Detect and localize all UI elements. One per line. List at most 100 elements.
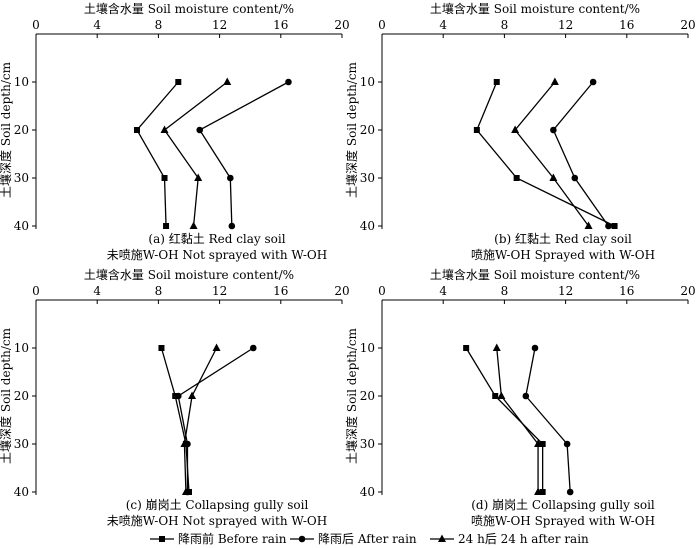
panel-caption: (b) 红黏土 Red clay soil xyxy=(494,231,632,246)
legend-label: 24 h后 24 h after rain xyxy=(458,532,589,546)
y-axis-label: 土壤深度 Soil depth/cm xyxy=(0,327,13,464)
y-tick-label: 10 xyxy=(360,341,375,355)
data-point-square xyxy=(492,393,499,399)
data-point-triangle xyxy=(492,343,501,351)
data-point-circle xyxy=(566,488,574,496)
series-line xyxy=(198,81,289,227)
data-point-square xyxy=(161,175,168,181)
y-tick-label: 40 xyxy=(14,485,29,499)
panel-caption: (a) 红黏土 Red clay soil xyxy=(148,231,285,246)
x-tick-label: 20 xyxy=(334,18,349,32)
x-axis-label: 土壤含水量 Soil moisture content/% xyxy=(430,267,640,282)
y-tick-label: 30 xyxy=(360,437,375,451)
y-tick-label: 20 xyxy=(14,123,29,137)
series-triangle xyxy=(160,77,232,229)
data-point-circle xyxy=(563,440,571,448)
y-tick-label: 30 xyxy=(14,171,29,185)
legend-marker-square xyxy=(159,536,165,542)
legend-marker-circle xyxy=(298,535,306,543)
data-point-triangle xyxy=(534,439,543,447)
legend-item-square: 降雨前 Before rain xyxy=(150,531,287,546)
data-point-triangle xyxy=(534,487,543,495)
data-point-triangle xyxy=(181,487,190,495)
x-tick-label: 0 xyxy=(378,18,386,32)
series-line xyxy=(496,347,539,492)
series-line xyxy=(177,347,254,492)
panel-caption: (c) 崩岗土 Collapsing gully soil xyxy=(126,498,309,512)
series-square xyxy=(133,79,182,229)
data-point-triangle xyxy=(160,125,169,133)
chart-panels: 0 4 8 12 16 20 土壤含水量 Soil moisture content/% 10… xyxy=(0,1,696,528)
y-tick-label: 10 xyxy=(14,75,29,89)
x-tick-label: 20 xyxy=(334,284,349,298)
legend-label: 降雨前 Before rain xyxy=(178,531,287,546)
y-tick-label: 20 xyxy=(360,389,375,403)
x-tick-label: 0 xyxy=(378,284,386,298)
data-point-square xyxy=(611,223,618,229)
chart-panel-b: 0 4 8 12 16 20 土壤含水量 Soil moisture content/% 10… xyxy=(344,1,696,262)
y-tick-label: 20 xyxy=(14,389,29,403)
data-point-square xyxy=(158,345,165,351)
data-point-triangle xyxy=(511,125,520,133)
data-point-square xyxy=(539,441,546,447)
legend: 降雨前 Before rain 降雨后 After rain 24 h后 24 h … xyxy=(150,531,589,546)
data-point-triangle xyxy=(212,343,221,351)
data-point-square xyxy=(163,223,170,229)
x-tick-label: 20 xyxy=(680,18,695,32)
y-tick-label: 20 xyxy=(360,123,375,137)
y-tick-label: 40 xyxy=(360,485,375,499)
series-line xyxy=(136,81,179,227)
y-axis-label: 土壤深度 Soil depth/cm xyxy=(0,61,13,198)
series-line xyxy=(183,347,218,493)
data-point-triangle xyxy=(189,221,198,229)
data-point-circle xyxy=(522,392,530,400)
data-point-triangle xyxy=(497,391,506,399)
x-tick-label: 16 xyxy=(273,284,288,298)
data-point-circle xyxy=(605,222,612,230)
legend-item-triangle: 24 h后 24 h after rain xyxy=(430,532,589,546)
data-point-circle xyxy=(571,174,579,182)
chart-panel-d: 0 4 8 12 16 20 土壤含水量 Soil moisture content/% 10… xyxy=(344,267,696,528)
x-tick-label: 8 xyxy=(501,284,509,298)
panel-subcaption: 喷施W-OH Sprayed with W-OH xyxy=(471,514,655,528)
panel-subcaption: 喷施W-OH Sprayed with W-OH xyxy=(471,248,655,262)
x-tick-label: 16 xyxy=(619,18,634,32)
x-tick-label: 20 xyxy=(680,284,695,298)
series-triangle xyxy=(492,343,543,495)
y-tick-label: 40 xyxy=(360,219,375,233)
data-point-square xyxy=(133,127,140,133)
data-point-square xyxy=(175,79,182,85)
series-circle xyxy=(196,78,292,230)
data-point-circle xyxy=(228,222,236,230)
data-point-circle xyxy=(589,78,597,86)
legend-item-circle: 降雨后 After rain xyxy=(290,532,417,546)
series-circle xyxy=(550,78,612,230)
x-tick-label: 0 xyxy=(32,18,40,32)
x-tick-label: 12 xyxy=(558,284,573,298)
panel-subcaption: 未喷施W-OH Not sprayed with W-OH xyxy=(107,248,327,262)
data-point-triangle xyxy=(194,173,203,181)
x-tick-label: 12 xyxy=(558,18,573,32)
data-point-square xyxy=(493,79,500,85)
data-point-circle xyxy=(227,174,234,182)
data-point-square xyxy=(513,175,520,181)
panel-caption: (d) 崩岗土 Collapsing gully soil xyxy=(471,498,655,512)
data-point-circle xyxy=(550,126,557,134)
x-tick-label: 4 xyxy=(439,284,447,298)
series-square xyxy=(463,345,546,495)
x-tick-label: 12 xyxy=(212,284,227,298)
legend-label: 降雨后 After rain xyxy=(318,532,417,546)
data-point-circle xyxy=(196,126,204,134)
series-square xyxy=(473,79,618,229)
data-point-triangle xyxy=(188,391,197,399)
x-tick-label: 8 xyxy=(155,18,163,32)
data-point-triangle xyxy=(549,173,558,181)
series-line xyxy=(552,81,609,227)
series-circle xyxy=(174,344,257,496)
data-point-triangle xyxy=(550,77,559,85)
data-point-circle xyxy=(285,78,292,86)
x-axis-label: 土壤含水量 Soil moisture content/% xyxy=(430,1,640,16)
y-tick-label: 30 xyxy=(14,437,29,451)
x-tick-label: 8 xyxy=(155,284,163,298)
